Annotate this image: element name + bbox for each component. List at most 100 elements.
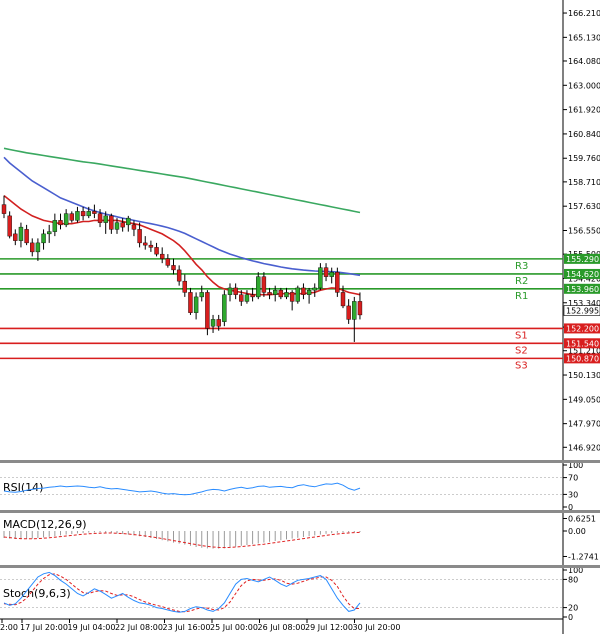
level-price-badge	[564, 253, 600, 264]
candle-body	[244, 294, 250, 302]
candle-body	[289, 292, 295, 302]
level-price-badge	[564, 338, 600, 349]
price-tick-label: 159.760	[568, 154, 600, 163]
price-tick-label: 154.420	[568, 274, 600, 283]
candle-body	[284, 292, 289, 298]
rsi-tick-label: 30	[568, 490, 578, 499]
moving-average-line-1	[3, 194, 361, 296]
candle-body	[114, 222, 120, 230]
candle-body	[267, 292, 272, 295]
stoch-tick-label: 0	[568, 613, 573, 622]
candle-body	[58, 220, 63, 226]
level-name-s1: S1	[515, 330, 528, 341]
candle-body	[250, 294, 255, 298]
time-tick-label: 2:00	[0, 623, 18, 632]
level-price-label: 151.540	[566, 339, 599, 348]
time-tick-label: 26 Jul 08:00	[258, 623, 306, 632]
level-price-badge	[564, 353, 600, 364]
candle-body	[329, 271, 334, 277]
candle-body	[159, 253, 165, 259]
level-price-label: 155.290	[566, 255, 599, 264]
current-price-badge	[563, 305, 600, 316]
macd-tick-label: -1.2741	[568, 552, 599, 561]
time-tick-label: 23 Jul 16:00	[163, 623, 211, 632]
candle-body	[75, 211, 80, 221]
candle-body	[323, 267, 329, 277]
panel-separator	[0, 565, 600, 568]
price-tick-label: 160.840	[568, 130, 600, 139]
price-tick-label: 147.970	[568, 420, 600, 429]
candle-body	[154, 247, 159, 255]
time-tick-label: 30 Jul 20:00	[353, 623, 401, 632]
level-price-badge	[564, 323, 600, 334]
rsi-tick-label: 100	[568, 461, 583, 470]
macd-tick-label: 0.6251	[568, 514, 596, 523]
price-tick-label: 153.340	[568, 299, 600, 308]
candle-body	[318, 267, 323, 289]
level-price-label: 150.870	[566, 354, 599, 363]
candle-body	[273, 289, 278, 295]
candle-body	[143, 242, 148, 246]
candle-body	[233, 287, 238, 295]
stoch-tick-label: 20	[568, 604, 578, 613]
price-tick-label: 156.550	[568, 227, 600, 236]
candle-body	[13, 233, 18, 241]
candle-body	[239, 294, 244, 302]
candle-body	[278, 289, 284, 298]
macd-signal-line	[3, 531, 361, 549]
candle-body	[131, 224, 137, 230]
level-name-r2: R2	[515, 276, 528, 287]
time-axis: 2:00 17 Jul 20:00 19 Jul 04:00 22 Jul 08:00…	[0, 618, 563, 632]
price-tick-label: 149.050	[568, 395, 600, 404]
time-tick-label: 19 Jul 04:00	[68, 623, 116, 632]
candle-body	[30, 242, 35, 253]
candle-body	[346, 305, 351, 320]
panel-separator	[0, 460, 600, 463]
rsi-tick-label: 70	[568, 474, 578, 483]
candle-body	[63, 213, 69, 226]
candle-body	[52, 220, 58, 232]
level-price-label: 153.960	[566, 285, 599, 294]
moving-average-line-3	[3, 147, 361, 214]
rsi-tick-label: 0	[568, 503, 573, 512]
candle-body	[340, 292, 346, 307]
candle-body	[295, 287, 300, 302]
macd-panel: MACD(12,26,9) 0.6251 0.00 -1.2741	[3, 514, 599, 561]
price-tick-label: 158.710	[568, 178, 600, 187]
candle-body	[312, 287, 317, 291]
candle-body	[7, 215, 12, 237]
time-tick-label: 29 Jul 12:00	[305, 623, 353, 632]
candle-body	[126, 217, 131, 226]
time-tick-label: 22 Jul 08:00	[115, 623, 163, 632]
candle-body	[97, 213, 103, 223]
candle-body	[137, 229, 142, 244]
candle-body	[92, 211, 97, 214]
candle-body	[227, 287, 233, 295]
level-price-badge	[564, 268, 600, 279]
time-tick-label: 17 Jul 20:00	[20, 623, 68, 632]
price-tick-label: 151.210	[568, 347, 600, 356]
time-tick-label: 25 Jul 00:00	[210, 623, 258, 632]
candle-body	[199, 292, 204, 298]
price-tick-label: 163.000	[568, 81, 600, 90]
rsi-line	[3, 482, 361, 496]
price-plot-area	[0, 2, 563, 459]
candle-body	[222, 294, 227, 322]
candle-body	[306, 289, 312, 295]
stoch-k-line	[3, 571, 361, 613]
candle-body	[352, 301, 357, 320]
candle-body	[120, 222, 125, 228]
level-name-r3: R3	[515, 261, 528, 272]
candle-body	[165, 258, 171, 266]
candle-body	[24, 229, 29, 244]
panel-separator	[0, 510, 600, 513]
price-tick-label: 146.920	[568, 443, 600, 452]
price-tick-label: 161.920	[568, 106, 600, 115]
candle-body	[80, 211, 86, 217]
rsi-title: RSI(14)	[3, 481, 43, 494]
level-name-s2: S2	[515, 345, 528, 356]
price-tick-label: 165.130	[568, 33, 600, 42]
candle-body	[301, 287, 306, 295]
